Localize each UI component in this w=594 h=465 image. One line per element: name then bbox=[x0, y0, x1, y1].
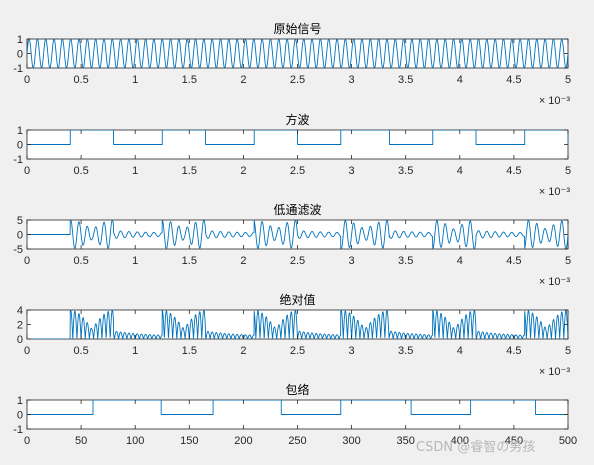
x-tick-label: 5 bbox=[565, 255, 571, 267]
x-tick-label: 3 bbox=[349, 255, 355, 267]
subplot-title: 方波 bbox=[285, 112, 309, 127]
x-tick-label: 3.5 bbox=[398, 255, 413, 267]
x-tick-label: 2 bbox=[240, 74, 246, 86]
series-line bbox=[27, 220, 568, 249]
y-tick-label: 1 bbox=[17, 395, 23, 407]
y-tick-label: -1 bbox=[13, 154, 23, 166]
x-tick-label: 0 bbox=[24, 345, 30, 357]
series-line bbox=[27, 400, 568, 415]
x-tick-label: 300 bbox=[342, 435, 360, 447]
x-tick-label: 0.5 bbox=[73, 255, 88, 267]
x-tick-label: 4 bbox=[457, 345, 463, 357]
x-tick-label: 3 bbox=[349, 165, 355, 177]
x-tick-label: 3.5 bbox=[398, 74, 413, 86]
x-tick-label: 2 bbox=[240, 165, 246, 177]
x-tick-label: 4.5 bbox=[506, 165, 521, 177]
x-tick-label: 4.5 bbox=[506, 255, 521, 267]
y-tick-label: 0 bbox=[17, 410, 23, 422]
subplot-title: 低通滤波 bbox=[273, 203, 321, 217]
x-tick-label: 4 bbox=[457, 255, 463, 267]
x-tick-label: 3 bbox=[349, 74, 355, 86]
x-tick-label: 3.5 bbox=[398, 345, 413, 357]
series-line bbox=[27, 130, 568, 145]
y-tick-label: 0 bbox=[17, 49, 23, 61]
subplot-5: 包络0 50 100 150 200 250 300 350 400 450 500-101 bbox=[13, 382, 577, 447]
y-tick-label: 2 bbox=[17, 320, 23, 332]
x-tick-label: 50 bbox=[75, 435, 87, 447]
y-tick-label: -5 bbox=[13, 244, 23, 256]
y-tick-label: 0 bbox=[17, 140, 23, 152]
x-tick-label: 0 bbox=[24, 435, 30, 447]
y-tick-label: 0 bbox=[17, 230, 23, 242]
x-exponent-label: × 10⁻³ bbox=[539, 276, 571, 288]
x-tick-label: 5 bbox=[565, 74, 571, 86]
x-tick-label: 1 bbox=[132, 165, 138, 177]
y-tick-label: -1 bbox=[13, 424, 23, 436]
subplot-2: 方波0 0.5 1 1.5 2 2.5 3 3.5 4 4.5 5-101× 10⁻³ bbox=[13, 112, 571, 198]
x-tick-label: 2.5 bbox=[290, 165, 305, 177]
x-tick-label: 2 bbox=[240, 255, 246, 267]
x-exponent-label: × 10⁻³ bbox=[539, 366, 571, 378]
subplot-4: 绝对值 0 0.5 1 1.5 2 2.5 3 3.5 4 4.5 5 0 2 4 × 10⁻³ bbox=[17, 292, 571, 378]
y-tick-label: 0 bbox=[17, 334, 23, 346]
x-tick-label: 0.5 bbox=[73, 345, 88, 357]
subplot-title: 包络 bbox=[285, 382, 309, 397]
x-tick-label: 0.5 bbox=[73, 74, 88, 86]
x-tick-label: 2.5 bbox=[290, 255, 305, 267]
x-tick-label: 4 bbox=[457, 74, 463, 86]
x-tick-label: 4.5 bbox=[506, 345, 521, 357]
x-tick-label: 4.5 bbox=[506, 74, 521, 86]
y-tick-label: 1 bbox=[17, 125, 23, 137]
x-tick-label: 450 bbox=[505, 435, 523, 447]
x-tick-label: 1 bbox=[132, 74, 138, 86]
x-tick-label: 5 bbox=[565, 345, 571, 357]
x-tick-label: 150 bbox=[180, 435, 198, 447]
y-tick-label: -1 bbox=[13, 63, 23, 75]
x-tick-label: 250 bbox=[288, 435, 306, 447]
series-line bbox=[27, 39, 568, 68]
x-tick-label: 5 bbox=[565, 165, 571, 177]
x-tick-label: 4 bbox=[457, 165, 463, 177]
y-tick-label: 1 bbox=[17, 34, 23, 46]
x-tick-label: 400 bbox=[451, 435, 469, 447]
x-tick-label: 100 bbox=[126, 435, 144, 447]
x-tick-label: 0 bbox=[24, 165, 30, 177]
x-tick-label: 0 bbox=[24, 74, 30, 86]
x-tick-label: 0.5 bbox=[73, 165, 88, 177]
x-tick-label: 1.5 bbox=[182, 255, 197, 267]
y-tick-label: 5 bbox=[17, 215, 23, 227]
x-tick-label: 1.5 bbox=[182, 165, 197, 177]
x-tick-label: 1.5 bbox=[182, 345, 197, 357]
x-tick-label: 500 bbox=[559, 435, 577, 447]
x-tick-label: 350 bbox=[397, 435, 415, 447]
y-tick-label: 4 bbox=[17, 305, 23, 317]
x-tick-label: 1 bbox=[132, 255, 138, 267]
x-tick-label: 3.5 bbox=[398, 165, 413, 177]
x-tick-label: 200 bbox=[234, 435, 252, 447]
csdn-watermark: CSDN @睿智の男孩 bbox=[416, 440, 536, 455]
subplot-title: 原始信号 bbox=[273, 22, 321, 36]
x-tick-label: 1 bbox=[132, 345, 138, 357]
series-line bbox=[27, 310, 568, 339]
x-tick-label: 2.5 bbox=[290, 74, 305, 86]
x-tick-label: 2.5 bbox=[290, 345, 305, 357]
x-exponent-label: × 10⁻³ bbox=[539, 186, 571, 198]
x-tick-label: 0 bbox=[24, 255, 30, 267]
subplot-title: 绝对值 bbox=[279, 292, 315, 307]
x-exponent-label: × 10⁻³ bbox=[539, 95, 571, 107]
x-tick-label: 3 bbox=[349, 345, 355, 357]
x-tick-label: 1.5 bbox=[182, 74, 197, 86]
x-tick-label: 2 bbox=[240, 345, 246, 357]
